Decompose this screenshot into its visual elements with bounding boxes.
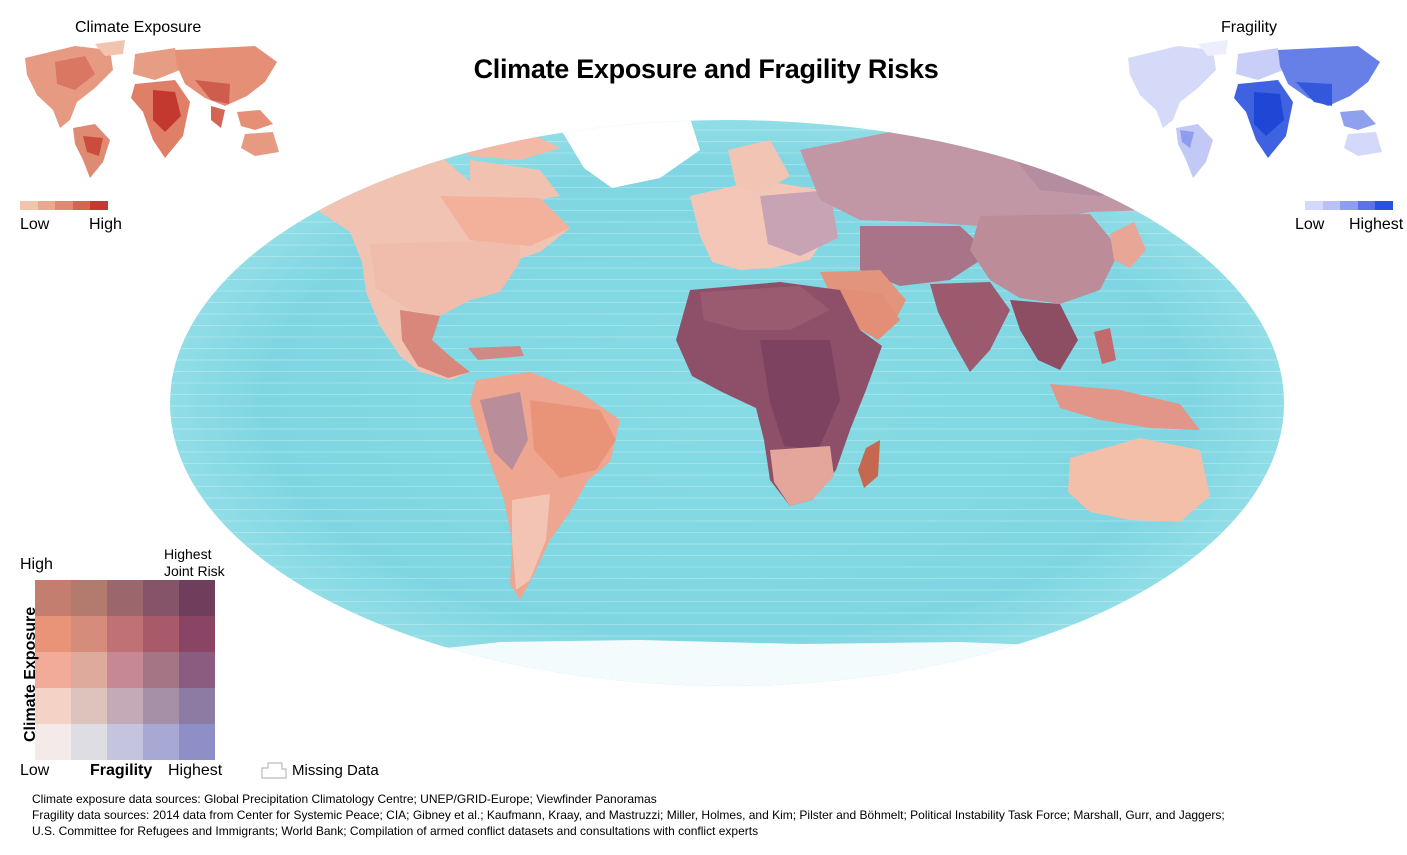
bivariate-cell-3-4: [143, 652, 179, 688]
scandinavia: [728, 140, 790, 194]
missing-data-icon: [261, 762, 287, 779]
southeast-asia: [1010, 300, 1078, 370]
fragility-ramp-swatch-1: [1305, 201, 1323, 210]
china: [970, 214, 1120, 304]
bivariate-cell-4-3: [107, 616, 143, 652]
bivariate-x-axis-label: Fragility: [90, 762, 153, 779]
bivariate-y-high-label: High: [20, 556, 53, 573]
bivariate-x-high-label: Highest: [168, 762, 223, 779]
climate-inset-title: Climate Exposure: [75, 19, 202, 36]
climate-legend-high: High: [89, 216, 122, 233]
southern-africa: [770, 446, 834, 506]
climate-exposure-inset-map: [25, 40, 279, 178]
australia: [1068, 438, 1210, 522]
caribbean: [468, 346, 524, 360]
bivariate-cell-3-2: [71, 652, 107, 688]
mexico: [400, 310, 470, 378]
sahara: [700, 286, 830, 330]
bivariate-cell-5-2: [71, 580, 107, 616]
highest-joint-risk-line2: Joint Risk: [164, 563, 225, 579]
climate-ramp-swatch-3: [55, 201, 73, 210]
bivariate-cell-3-1: [35, 652, 71, 688]
climate-legend-low: Low: [20, 216, 50, 233]
bivariate-cell-1-2: [71, 724, 107, 760]
bivariate-cell-4-2: [71, 616, 107, 652]
bivariate-cell-2-4: [143, 688, 179, 724]
bivariate-x-low-label: Low: [20, 762, 50, 779]
climate-ramp-swatch-5: [90, 201, 108, 210]
bivariate-cell-4-5: [179, 616, 215, 652]
bivariate-cell-5-3: [107, 580, 143, 616]
antarctica: [340, 640, 1200, 686]
fragility-sources-text-1: Fragility data sources: 2014 data from C…: [32, 808, 1225, 822]
fragility-ramp-swatch-4: [1357, 201, 1375, 210]
fragility-inset-title: Fragility: [1221, 19, 1278, 36]
fragility-ramp-swatch-2: [1322, 201, 1340, 210]
bivariate-cell-1-1: [35, 724, 71, 760]
central-africa: [760, 340, 840, 450]
bivariate-cell-2-2: [71, 688, 107, 724]
highest-joint-risk-line1: Highest: [164, 546, 212, 562]
bivariate-cell-3-5: [179, 652, 215, 688]
bivariate-cell-1-5: [179, 724, 215, 760]
southern-cone: [512, 494, 550, 590]
new-zealand: [1244, 516, 1262, 546]
fragility-inset-landmasses: [1128, 40, 1382, 178]
fragility-inset-map: [1128, 40, 1382, 178]
climate-inset-landmasses: [25, 40, 279, 178]
greenland: [560, 120, 700, 188]
climate-ramp-swatch-2: [37, 201, 55, 210]
fragility-ramp-swatch-5: [1375, 201, 1393, 210]
bivariate-color-grid: [35, 580, 215, 760]
bivariate-cell-1-4: [143, 724, 179, 760]
missing-data-label: Missing Data: [292, 762, 379, 779]
philippines: [1094, 328, 1116, 364]
japan-korea: [1110, 222, 1146, 268]
andes: [480, 392, 528, 470]
usa: [370, 240, 520, 316]
bivariate-cell-2-5: [179, 688, 215, 724]
climate-ramp-swatch-1: [20, 201, 38, 210]
bivariate-cell-2-3: [107, 688, 143, 724]
bivariate-cell-2-1: [35, 688, 71, 724]
climate-color-ramp: [20, 201, 108, 210]
bivariate-cell-3-3: [107, 652, 143, 688]
bivariate-cell-4-4: [143, 616, 179, 652]
eastern-europe: [760, 190, 838, 256]
highest-joint-risk-label: Highest Joint Risk: [164, 546, 225, 580]
arabia: [838, 288, 900, 340]
bivariate-y-axis-label: Climate Exposure: [22, 606, 39, 742]
climate-ramp-swatch-4: [72, 201, 90, 210]
fragility-sources-text-2: U.S. Committee for Refugees and Immigran…: [32, 824, 759, 838]
bivariate-cell-4-1: [35, 616, 71, 652]
page-title: Climate Exposure and Fragility Risks: [473, 54, 939, 84]
canada-east: [440, 196, 570, 246]
bivariate-cell-5-1: [35, 580, 71, 616]
climate-sources-text: Climate exposure data sources: Global Pr…: [32, 792, 657, 806]
bivariate-cell-5-4: [143, 580, 179, 616]
fragility-legend-low: Low: [1295, 216, 1325, 233]
brazil: [530, 400, 616, 478]
fragility-legend-high: Highest: [1349, 216, 1404, 233]
fragility-ramp-swatch-3: [1340, 201, 1358, 210]
india: [930, 282, 1010, 372]
fragility-color-ramp: [1305, 201, 1393, 210]
bivariate-cell-1-3: [107, 724, 143, 760]
madagascar: [858, 440, 880, 488]
indonesia: [1050, 384, 1200, 430]
central-asia: [860, 226, 990, 286]
bivariate-cell-5-5: [179, 580, 215, 616]
